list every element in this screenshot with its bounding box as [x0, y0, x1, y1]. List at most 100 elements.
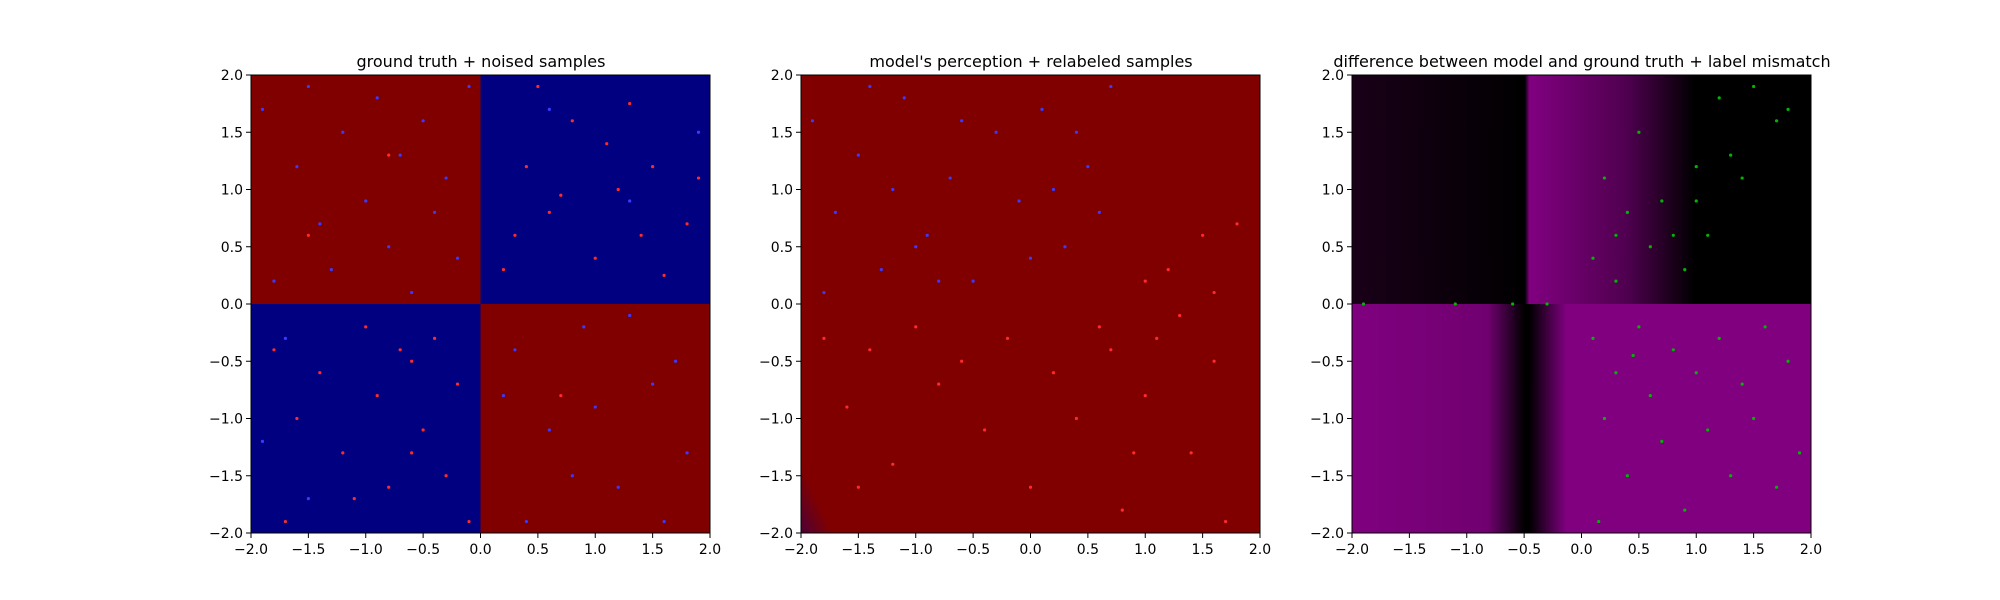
point-s0-26 [1625, 474, 1629, 478]
point-s0-2 [856, 153, 860, 157]
y-tick-label: −2.0 [1310, 526, 1344, 542]
point-s1-8 [1005, 336, 1010, 340]
point-s1-23 [398, 348, 402, 352]
point-s0-20 [1097, 210, 1101, 214]
point-s0-8 [375, 96, 379, 100]
x-tick-label: 2.0 [1249, 542, 1271, 558]
point-s0-21 [868, 84, 872, 89]
point-s0-18 [1786, 107, 1790, 111]
point-s0-40 [1786, 359, 1790, 363]
point-s0-28 [1648, 394, 1652, 398]
y-tick-label: 1.0 [1322, 183, 1344, 199]
point-s0-16 [960, 119, 964, 123]
scatter-points [810, 84, 1239, 524]
y-tick-label: −1.5 [209, 469, 243, 485]
point-s0-21 [1511, 302, 1515, 306]
point-s1-26 [433, 336, 437, 340]
x-axis: −2.0 −1.5 −1.0 −0.5 0.0 0.5 1.0 1.5 2.0 [1335, 533, 1822, 558]
x-tick-label: 2.0 [1800, 542, 1822, 558]
x-tick-label: −2.0 [784, 542, 818, 558]
x-tick-label: 1.5 [1191, 542, 1213, 558]
point-s1-9 [1028, 485, 1033, 489]
point-s0-3 [1625, 210, 1629, 214]
point-s1-1 [524, 165, 529, 169]
x-tick-label: −1.5 [1392, 542, 1426, 558]
point-s0-7 [364, 199, 368, 203]
point-s0-19 [937, 279, 941, 283]
point-s0-16 [1614, 233, 1618, 237]
point-s0-35 [1729, 474, 1733, 478]
point-s0-3 [879, 268, 883, 272]
y-axis: −2.0 −1.5 −1.0 −0.5 0.0 0.5 1.0 1.5 2.0 [759, 68, 801, 542]
point-s0-1 [1602, 176, 1607, 180]
point-s0-27 [593, 405, 597, 409]
point-s1-12 [1097, 325, 1101, 329]
point-s0-20 [513, 348, 517, 352]
point-s1-21 [1109, 348, 1113, 352]
point-s0-6 [1660, 199, 1664, 203]
x-tick-label: 0.5 [1077, 542, 1099, 558]
point-s1-31 [352, 497, 356, 501]
point-s0-13 [1752, 84, 1756, 89]
point-s1-14 [536, 84, 540, 89]
y-tick-label: 1.0 [221, 183, 243, 199]
background-field-bottom [1352, 304, 1811, 533]
point-s0-27 [1637, 325, 1641, 329]
point-s0-0 [260, 107, 265, 111]
point-s0-8 [994, 130, 998, 134]
point-s1-18 [1212, 359, 1216, 363]
y-tick-label: 0.0 [1322, 297, 1344, 313]
point-s0-41 [1797, 451, 1802, 455]
plot-background [1352, 75, 1811, 533]
point-s1-11 [1074, 416, 1078, 421]
point-s1-11 [685, 222, 689, 226]
y-tick-label: −1.5 [1310, 469, 1344, 485]
point-s0-0 [810, 119, 815, 123]
point-s0-11 [1063, 245, 1067, 249]
y-tick-label: 0.5 [771, 240, 793, 256]
point-s0-1 [833, 210, 838, 214]
point-s0-11 [1729, 153, 1733, 157]
point-s0-8 [1694, 165, 1698, 169]
point-s0-25 [685, 451, 689, 455]
point-s0-12 [1086, 165, 1090, 169]
point-s0-9 [1017, 199, 1021, 203]
point-s1-21 [375, 394, 379, 398]
x-axis: −2.0 −1.5 −1.0 −0.5 0.0 0.5 1.0 1.5 2.0 [784, 533, 1271, 558]
chart-title: ground truth + noised samples [357, 52, 606, 71]
background-region-0 [251, 75, 481, 304]
y-tick-label: −1.0 [209, 412, 243, 428]
x-tick-label: −1.5 [841, 542, 875, 558]
point-s1-15 [1166, 268, 1170, 272]
point-s1-3 [559, 193, 563, 197]
y-axis: −2.0 −1.5 −1.0 −0.5 0.0 0.5 1.0 1.5 2.0 [1310, 68, 1352, 542]
x-tick-label: 1.5 [641, 542, 663, 558]
background-field [801, 75, 1260, 533]
point-s1-7 [983, 428, 987, 432]
point-s1-4 [570, 119, 574, 123]
point-s0-19 [306, 497, 310, 501]
x-tick-label: −1.5 [291, 542, 325, 558]
point-s1-18 [318, 371, 322, 375]
point-s1-1 [845, 405, 849, 409]
x-tick-label: 0.0 [1019, 542, 1041, 558]
point-s1-23 [1223, 519, 1228, 524]
y-axis: −2.0 −1.5 −1.0 −0.5 0.0 0.5 1.0 1.5 2.0 [209, 68, 251, 542]
point-s1-16 [1189, 451, 1193, 455]
point-s0-20 [1453, 302, 1457, 306]
point-s0-6 [341, 130, 345, 134]
point-s0-29 [673, 359, 678, 363]
point-s0-15 [1671, 233, 1675, 237]
point-s0-4 [1637, 130, 1641, 134]
background-region-1 [480, 75, 710, 304]
point-s1-6 [616, 187, 620, 192]
point-s1-7 [628, 102, 632, 106]
point-s0-33 [547, 107, 551, 111]
point-s1-6 [960, 359, 964, 363]
point-s0-26 [524, 519, 529, 524]
point-s0-3 [306, 84, 310, 89]
point-s1-16 [272, 348, 276, 352]
point-s1-30 [283, 519, 288, 524]
x-tick-label: −0.5 [956, 542, 990, 558]
